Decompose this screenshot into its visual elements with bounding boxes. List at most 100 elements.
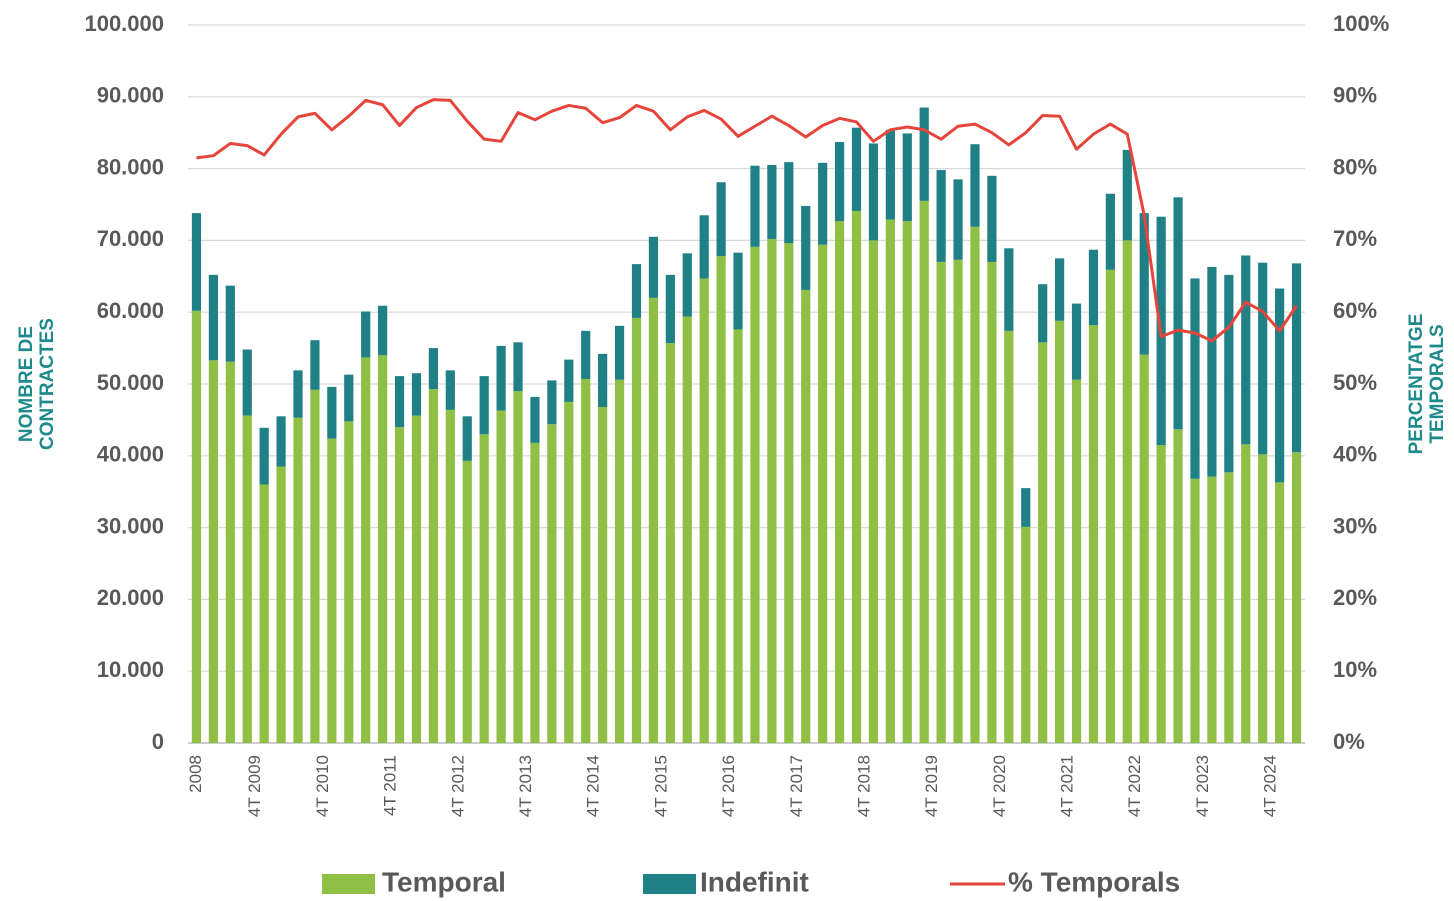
bar-segment	[479, 376, 489, 435]
bar-segment	[851, 210, 862, 743]
bar-segment	[834, 142, 845, 222]
bar-segment	[513, 342, 523, 392]
bar-segment	[344, 374, 354, 422]
bar-segment	[784, 162, 794, 244]
bar-segment	[1054, 320, 1065, 743]
bar-segment	[1071, 303, 1082, 380]
bar-segment	[1241, 255, 1251, 445]
x-tick-label: 2008	[186, 755, 205, 793]
y-tick-label: 70.000	[97, 226, 164, 251]
bar-segment	[462, 460, 472, 743]
y2-tick-label: 80%	[1333, 154, 1377, 179]
bar-segment	[1122, 240, 1132, 743]
y-axis-title: NOMBRE DE CONTRACTES	[16, 318, 58, 450]
bar-segment	[428, 348, 439, 390]
y-tick-label: 60.000	[97, 298, 164, 323]
bar-segment	[682, 316, 692, 743]
bar-segment	[801, 205, 811, 290]
bar-segment	[733, 329, 743, 743]
bar-segment	[716, 182, 726, 257]
bar-segment	[902, 221, 912, 743]
bar-segment	[276, 416, 286, 467]
bar-segment	[767, 165, 777, 239]
y2-tick-label: 40%	[1333, 442, 1377, 467]
bar-segment	[327, 386, 337, 439]
bar-segment	[1275, 288, 1285, 483]
bar-segment	[564, 359, 574, 402]
legend-label: % Temporals	[1008, 866, 1180, 897]
y-tick-label: 10.000	[97, 657, 164, 682]
bar-segment	[293, 417, 303, 743]
x-tick-label: 4T 2009	[245, 755, 264, 817]
bar-segment	[1156, 445, 1166, 743]
bar-segment	[970, 226, 980, 743]
bar-segment	[902, 133, 912, 222]
x-tick-label: 4T 2023	[1193, 755, 1212, 817]
bar-segment	[598, 353, 608, 407]
bar-segment	[885, 129, 895, 220]
y-tick-label: 50.000	[97, 370, 164, 395]
bar-segment	[868, 240, 879, 743]
bar-segment	[750, 165, 760, 247]
bar-segment	[191, 310, 202, 743]
bar-segment	[919, 200, 929, 743]
bar-segment	[733, 252, 743, 330]
y2-tick-label: 20%	[1333, 585, 1377, 610]
bar-segment	[310, 340, 320, 390]
bar-segment	[276, 466, 286, 743]
bar-segment	[378, 355, 388, 743]
y2-axis-title: PERCENTATGE TEMPORALS	[1406, 313, 1448, 455]
bar-segment	[1291, 452, 1302, 743]
bar-segment	[784, 243, 794, 743]
bar-segment	[530, 396, 540, 443]
bar-segment	[1258, 262, 1268, 455]
bar-segment	[1004, 248, 1014, 331]
y-tick-label: 30.000	[97, 513, 164, 538]
x-tick-label: 4T 2013	[516, 755, 535, 817]
bar-segment	[1173, 429, 1183, 743]
bar-segment	[953, 259, 963, 743]
bar-segment	[953, 179, 963, 260]
bar-segment	[987, 175, 997, 262]
bar-segment	[1088, 249, 1099, 326]
bar-segment	[445, 370, 455, 410]
bar-segment	[648, 236, 659, 298]
legend-swatch	[322, 874, 375, 894]
bar-segment	[479, 434, 489, 743]
bar-segment	[242, 415, 252, 743]
bar-segment	[496, 410, 506, 743]
bar-segment	[614, 325, 625, 380]
x-tick-label: 4T 2011	[381, 755, 400, 816]
x-tick-label: 4T 2020	[990, 755, 1009, 817]
bar-segment	[530, 442, 540, 743]
bar-segment	[225, 285, 235, 362]
bar-segment	[496, 345, 506, 411]
bar-segment	[191, 213, 202, 311]
legend-label: Indefinit	[700, 866, 809, 897]
bar-segment	[1071, 379, 1082, 743]
bar-segment	[1173, 197, 1183, 430]
bar-segment	[581, 378, 591, 743]
bar-segment	[1224, 274, 1234, 473]
bar-segment	[1038, 284, 1048, 343]
y2-tick-label: 50%	[1333, 370, 1377, 395]
y-tick-label: 0	[152, 729, 164, 754]
bar-segment	[327, 438, 337, 743]
bar-segment	[1190, 278, 1200, 479]
y-tick-label: 40.000	[97, 442, 164, 467]
x-tick-label: 4T 2016	[719, 755, 738, 817]
bar-segment	[1004, 330, 1014, 743]
y2-tick-label: 30%	[1333, 513, 1377, 538]
y-tick-label: 80.000	[97, 154, 164, 179]
bar-segment	[885, 219, 895, 743]
bar-segment	[225, 361, 235, 743]
x-tick-label: 4T 2018	[854, 755, 873, 817]
y2-tick-label: 0%	[1333, 729, 1365, 754]
y2-tick-label: 90%	[1333, 83, 1377, 108]
bar-segment	[411, 373, 422, 416]
y2-tick-label: 70%	[1333, 226, 1377, 251]
y2-tick-label: 100%	[1333, 11, 1389, 36]
bar-segment	[1122, 149, 1132, 241]
y-tick-label: 100.000	[84, 11, 164, 36]
